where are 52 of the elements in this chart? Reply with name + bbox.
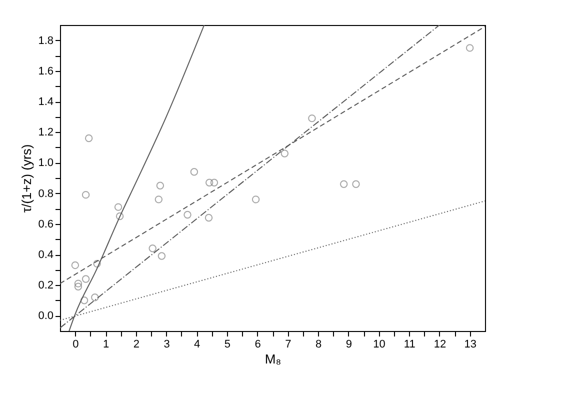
x-tick-label: 5 — [224, 338, 231, 350]
y-tick-label: 0.8 — [38, 188, 54, 200]
x-tick-label: 0 — [72, 338, 79, 350]
y-axis-title: τ/(1+z) (yrs) — [19, 144, 34, 213]
point — [93, 260, 101, 268]
point — [280, 150, 288, 158]
point — [252, 196, 260, 204]
y-tick-label: 0.6 — [38, 218, 54, 230]
y-tick-label: 1.8 — [38, 34, 54, 47]
point — [74, 282, 82, 290]
x-tick-label: 9 — [346, 338, 352, 350]
point — [71, 261, 80, 270]
x-tick-label: 10 — [373, 338, 386, 350]
point — [184, 210, 192, 219]
y-tick-label: 1.2 — [38, 126, 54, 139]
x-tick-label: 6 — [254, 338, 261, 350]
point — [204, 214, 213, 222]
point — [206, 178, 214, 186]
x-tick-label: 12 — [434, 338, 446, 350]
point — [156, 182, 164, 190]
point — [80, 296, 88, 304]
point — [210, 178, 218, 186]
x-tick-label: 13 — [464, 338, 476, 350]
point — [84, 134, 93, 142]
point — [154, 196, 163, 204]
y-tick-label: 0.0 — [38, 310, 54, 322]
x-tick-label: 11 — [404, 338, 416, 350]
point — [158, 252, 166, 260]
y-tick-label: 0.4 — [38, 249, 54, 261]
point — [91, 293, 99, 302]
point — [466, 44, 474, 52]
point — [74, 280, 82, 288]
x-axis-title: M₈ — [264, 352, 282, 366]
point — [82, 190, 90, 199]
x-tick-label: 1 — [102, 338, 110, 350]
y-tick-label: 1.4 — [38, 96, 54, 108]
x-tick-label: 8 — [315, 338, 322, 350]
x-tick-label: 3 — [164, 338, 170, 350]
x-tick-label: 4 — [194, 338, 200, 350]
y-tick-label: 1.0 — [38, 157, 54, 170]
point — [308, 114, 316, 122]
x-tick-label: 7 — [285, 338, 292, 350]
point — [148, 244, 156, 252]
y-tick-label: 1.6 — [38, 65, 54, 78]
point — [340, 180, 348, 188]
point — [114, 203, 122, 211]
x-tick-label: 2 — [133, 338, 140, 350]
point — [82, 275, 90, 283]
point — [190, 168, 198, 176]
point — [352, 180, 360, 188]
point — [116, 212, 124, 220]
y-tick-label: 0.2 — [38, 280, 54, 292]
